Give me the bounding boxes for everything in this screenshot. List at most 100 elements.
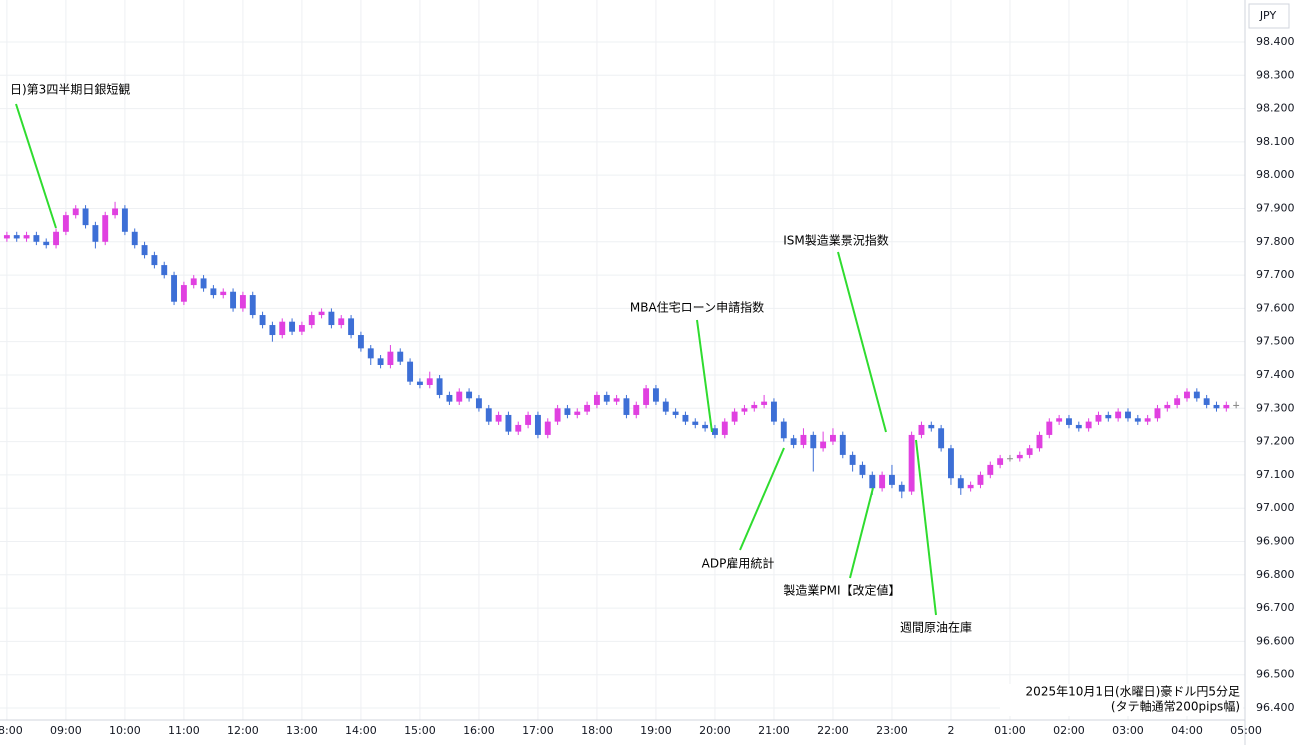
candle-body <box>180 285 187 302</box>
leader-line <box>739 447 785 551</box>
candle-body <box>957 478 964 489</box>
y-tick-label: 96.500 <box>1256 668 1295 681</box>
candle-body <box>938 428 945 449</box>
candle-body <box>328 311 335 326</box>
leader-line <box>15 103 57 229</box>
candle-body <box>1105 414 1112 419</box>
annotation: 日)第3四半期日銀短観 <box>10 83 130 97</box>
x-tick-label: 01:00 <box>994 724 1026 737</box>
footer-text: 2025年10月1日(水曜日)豪ドル円5分足 <box>1026 684 1240 699</box>
candle-body <box>790 438 797 445</box>
leader-line <box>915 439 937 616</box>
candle-body <box>131 231 138 246</box>
x-tick-label: 14:00 <box>345 724 377 737</box>
y-tick-label: 98.100 <box>1256 135 1295 148</box>
candle-body <box>259 315 266 326</box>
candle-body <box>62 215 69 232</box>
candle-body <box>1203 398 1210 405</box>
candle-body <box>416 381 423 385</box>
candle-body <box>613 398 620 402</box>
candle-body <box>190 278 197 286</box>
candle-body <box>898 484 905 492</box>
candle-body <box>456 391 463 402</box>
candle-body <box>1056 418 1063 422</box>
candle-body <box>1007 458 1013 460</box>
candle-body <box>3 235 10 239</box>
candle-body <box>1184 391 1190 399</box>
candle-body <box>239 295 246 309</box>
candle-body <box>318 311 325 316</box>
candles <box>3 201 1240 499</box>
annotation: ADP雇用統計 <box>702 556 775 571</box>
candle-body <box>210 288 217 296</box>
candle-body <box>633 404 640 415</box>
x-tick-label: 08:00 <box>0 724 23 737</box>
leader-line <box>696 319 713 433</box>
x-tick-label: 11:00 <box>168 724 200 737</box>
candle-body <box>869 474 876 489</box>
candle-body <box>997 458 1004 465</box>
annotation: 週間原油在庫 <box>900 621 972 635</box>
y-tick-label: 98.400 <box>1256 35 1295 48</box>
candle-body <box>918 424 925 435</box>
candle-body <box>1144 418 1151 422</box>
leader-line <box>849 487 874 579</box>
candle-body <box>810 434 817 449</box>
candle-body <box>348 318 355 336</box>
candle-body <box>466 391 473 399</box>
candle-body <box>1134 418 1141 422</box>
annotation: ISM製造業景況指数 <box>783 233 889 248</box>
candle-body <box>1193 391 1200 399</box>
candle-body <box>1075 424 1082 429</box>
candle-body <box>770 401 777 422</box>
grid <box>0 0 1245 720</box>
candle-body <box>987 464 994 475</box>
candle-body <box>603 394 610 402</box>
candle-body <box>731 411 738 422</box>
candle-body <box>102 215 109 242</box>
candle-body <box>682 414 689 422</box>
candle-body <box>279 321 286 336</box>
candle-body <box>761 401 768 405</box>
candle-body <box>849 454 856 465</box>
candle-body <box>928 424 935 429</box>
y-tick-label: 96.900 <box>1256 534 1295 547</box>
candle-body <box>446 394 453 402</box>
candle-body <box>948 448 954 479</box>
candle-body <box>515 424 522 432</box>
x-tick-label: 16:00 <box>463 724 495 737</box>
currency-box <box>1248 3 1290 29</box>
candle-body <box>121 208 128 232</box>
candle-body <box>800 434 807 445</box>
candle-body <box>230 291 237 309</box>
candle-body <box>643 388 650 405</box>
candle-body <box>721 421 728 435</box>
y-tick-label: 96.700 <box>1256 601 1295 614</box>
candle-body <box>23 235 30 239</box>
candle-body <box>1026 448 1033 455</box>
candle-body <box>141 245 148 256</box>
candle-body <box>584 404 591 412</box>
candle-body <box>92 225 99 242</box>
candle-body <box>495 414 502 422</box>
candle-body <box>1115 411 1122 419</box>
candle-body <box>692 421 699 425</box>
candle-body <box>967 484 974 489</box>
y-tick-label: 97.100 <box>1256 468 1295 481</box>
footer-bg <box>1000 684 1243 716</box>
candle-body <box>367 348 374 359</box>
candle-body <box>1036 434 1043 449</box>
candle-body <box>171 275 178 302</box>
candle-body <box>830 434 836 442</box>
x-tick-label: 15:00 <box>404 724 436 737</box>
candle-body <box>1154 408 1161 419</box>
candle-body <box>151 255 158 266</box>
y-tick-label: 98.000 <box>1256 168 1295 181</box>
candle-body <box>839 434 846 455</box>
candle-body <box>711 428 718 435</box>
candle-body <box>436 378 443 395</box>
candle-body <box>1223 404 1230 409</box>
candle-body <box>1066 418 1072 425</box>
candle-body <box>977 474 984 485</box>
